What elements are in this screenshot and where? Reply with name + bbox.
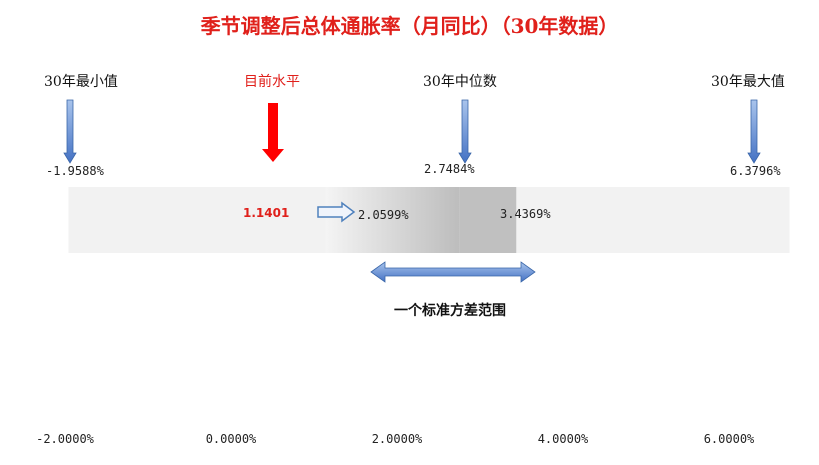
- value-max: 6.3796%: [730, 164, 781, 178]
- x-tick-label: 2.0000%: [371, 432, 423, 446]
- median-to-sd-high-band: [459, 187, 517, 253]
- sd-range-double-arrow-icon: [370, 261, 536, 283]
- min-down-arrow-icon: [63, 99, 77, 164]
- header-max: 30年最大值: [711, 74, 785, 90]
- x-tick-label: 0.0000%: [205, 432, 257, 446]
- current-level-arrow-icon: [262, 103, 284, 162]
- value-min: -1.9588%: [46, 164, 104, 178]
- right-arrow-icon: [317, 201, 356, 223]
- median-down-arrow-icon: [458, 99, 472, 164]
- header-median: 30年中位数: [423, 74, 497, 90]
- header-current: 目前水平: [244, 74, 300, 90]
- value-sd-low: 2.0599%: [358, 208, 409, 222]
- max-down-arrow-icon: [747, 99, 761, 164]
- sd-range-label: 一个标准方差范围: [394, 303, 506, 319]
- value-sd-high: 3.4369%: [500, 207, 551, 221]
- x-tick-label: -2.0000%: [36, 432, 94, 446]
- value-current: 1.1401: [243, 206, 290, 220]
- chart-title: 季节调整后总体通胀率（月同比）（30年数据）: [200, 14, 619, 38]
- current-to-median-band: [325, 187, 460, 253]
- x-tick-label: 6.0000%: [703, 432, 755, 446]
- header-min: 30年最小值: [44, 74, 118, 90]
- value-median: 2.7484%: [424, 162, 475, 176]
- x-tick-label: 4.0000%: [537, 432, 589, 446]
